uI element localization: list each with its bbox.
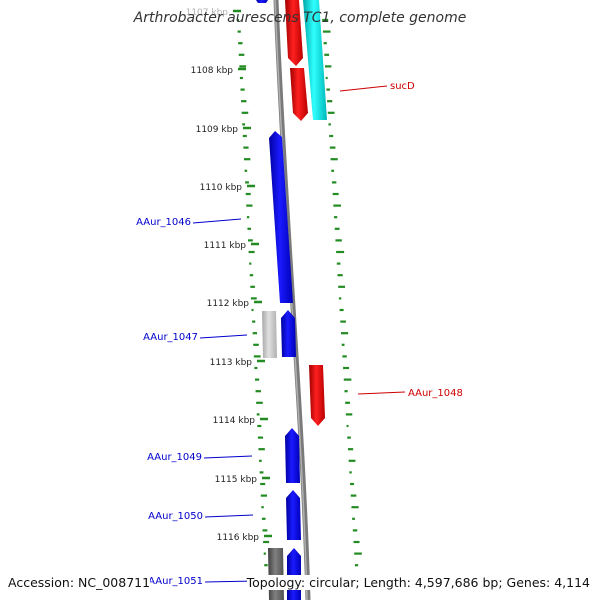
kbp-tick-label: 1107 kbp [186, 8, 229, 18]
gene-arrow-aaur-1050 [286, 490, 301, 540]
gene-label-leader [199, 334, 248, 339]
gene-arrow-aaur-1047 [281, 310, 296, 357]
gene-label-aaur-1050[interactable]: AAur_1050 [148, 511, 203, 522]
gene-label-aaur-1047[interactable]: AAur_1047 [143, 332, 198, 343]
gene-arrow-aaur-1048 [309, 365, 325, 426]
map-title: Arthrobacter aurescens TC1, complete gen… [133, 10, 467, 26]
gene-arrow-aaur-1046 [269, 131, 293, 303]
gene-arrow-cyan-top [303, 0, 327, 120]
gene-arrow-red-top [285, 0, 303, 66]
gc-skew-track-right [322, 18, 363, 590]
kbp-tick-label: 1112 kbp [207, 299, 250, 309]
gene-labels: sucD AAur_1046 AAur_1047 AAur_1048 AAur_1049… [136, 81, 463, 587]
gene-label-aaur-1049[interactable]: AAur_1049 [147, 452, 202, 463]
kbp-tick-label: 1111 kbp [204, 241, 247, 251]
genome-backbone-highlight [274, 0, 308, 600]
kbp-tick-label: 1110 kbp [200, 183, 243, 193]
kbp-ticks: 1107 kbp 1108 kbp 1109 kbp 1110 kbp 1111 kbp… [186, 8, 272, 543]
gene-label-leader [339, 85, 388, 92]
gene-arrow-aaur-1051 [287, 548, 301, 600]
gene-label-sucd[interactable]: sucD [390, 81, 415, 92]
genome-summary-text: Topology: circular; Length: 4,597,686 bp… [246, 575, 590, 590]
gene-arrow-top-fwd [256, 0, 268, 3]
kbp-tick-label: 1113 kbp [210, 358, 253, 368]
gene-arrow-aaur-1049 [285, 428, 300, 483]
gene-label-leader [204, 514, 254, 518]
kbp-tick-label: 1116 kbp [217, 533, 260, 543]
gc-skew-track-left [237, 18, 272, 590]
kbp-tick-label: 1109 kbp [196, 125, 239, 135]
gene-label-aaur-1051[interactable]: AAur_1051 [148, 576, 203, 587]
gene-label-leader [203, 455, 253, 459]
gene-label-leader [357, 391, 406, 395]
kbp-tick-label: 1114 kbp [213, 416, 256, 426]
gene-label-aaur-1048[interactable]: AAur_1048 [408, 388, 463, 399]
genome-backbone [273, 0, 311, 600]
kbp-tick-label: 1115 kbp [215, 475, 258, 485]
gene-label-leader [192, 218, 242, 224]
gene-arrow-sucd [290, 68, 308, 121]
gene-label-aaur-1046[interactable]: AAur_1046 [136, 217, 191, 228]
gene-arrow-aaur-1051-pseudo [268, 548, 284, 600]
gene-arrow-aaur-1047-pseudo [262, 311, 277, 358]
kbp-tick-label: 1108 kbp [191, 66, 234, 76]
accession-text: Accession: NC_008711 [8, 575, 151, 590]
